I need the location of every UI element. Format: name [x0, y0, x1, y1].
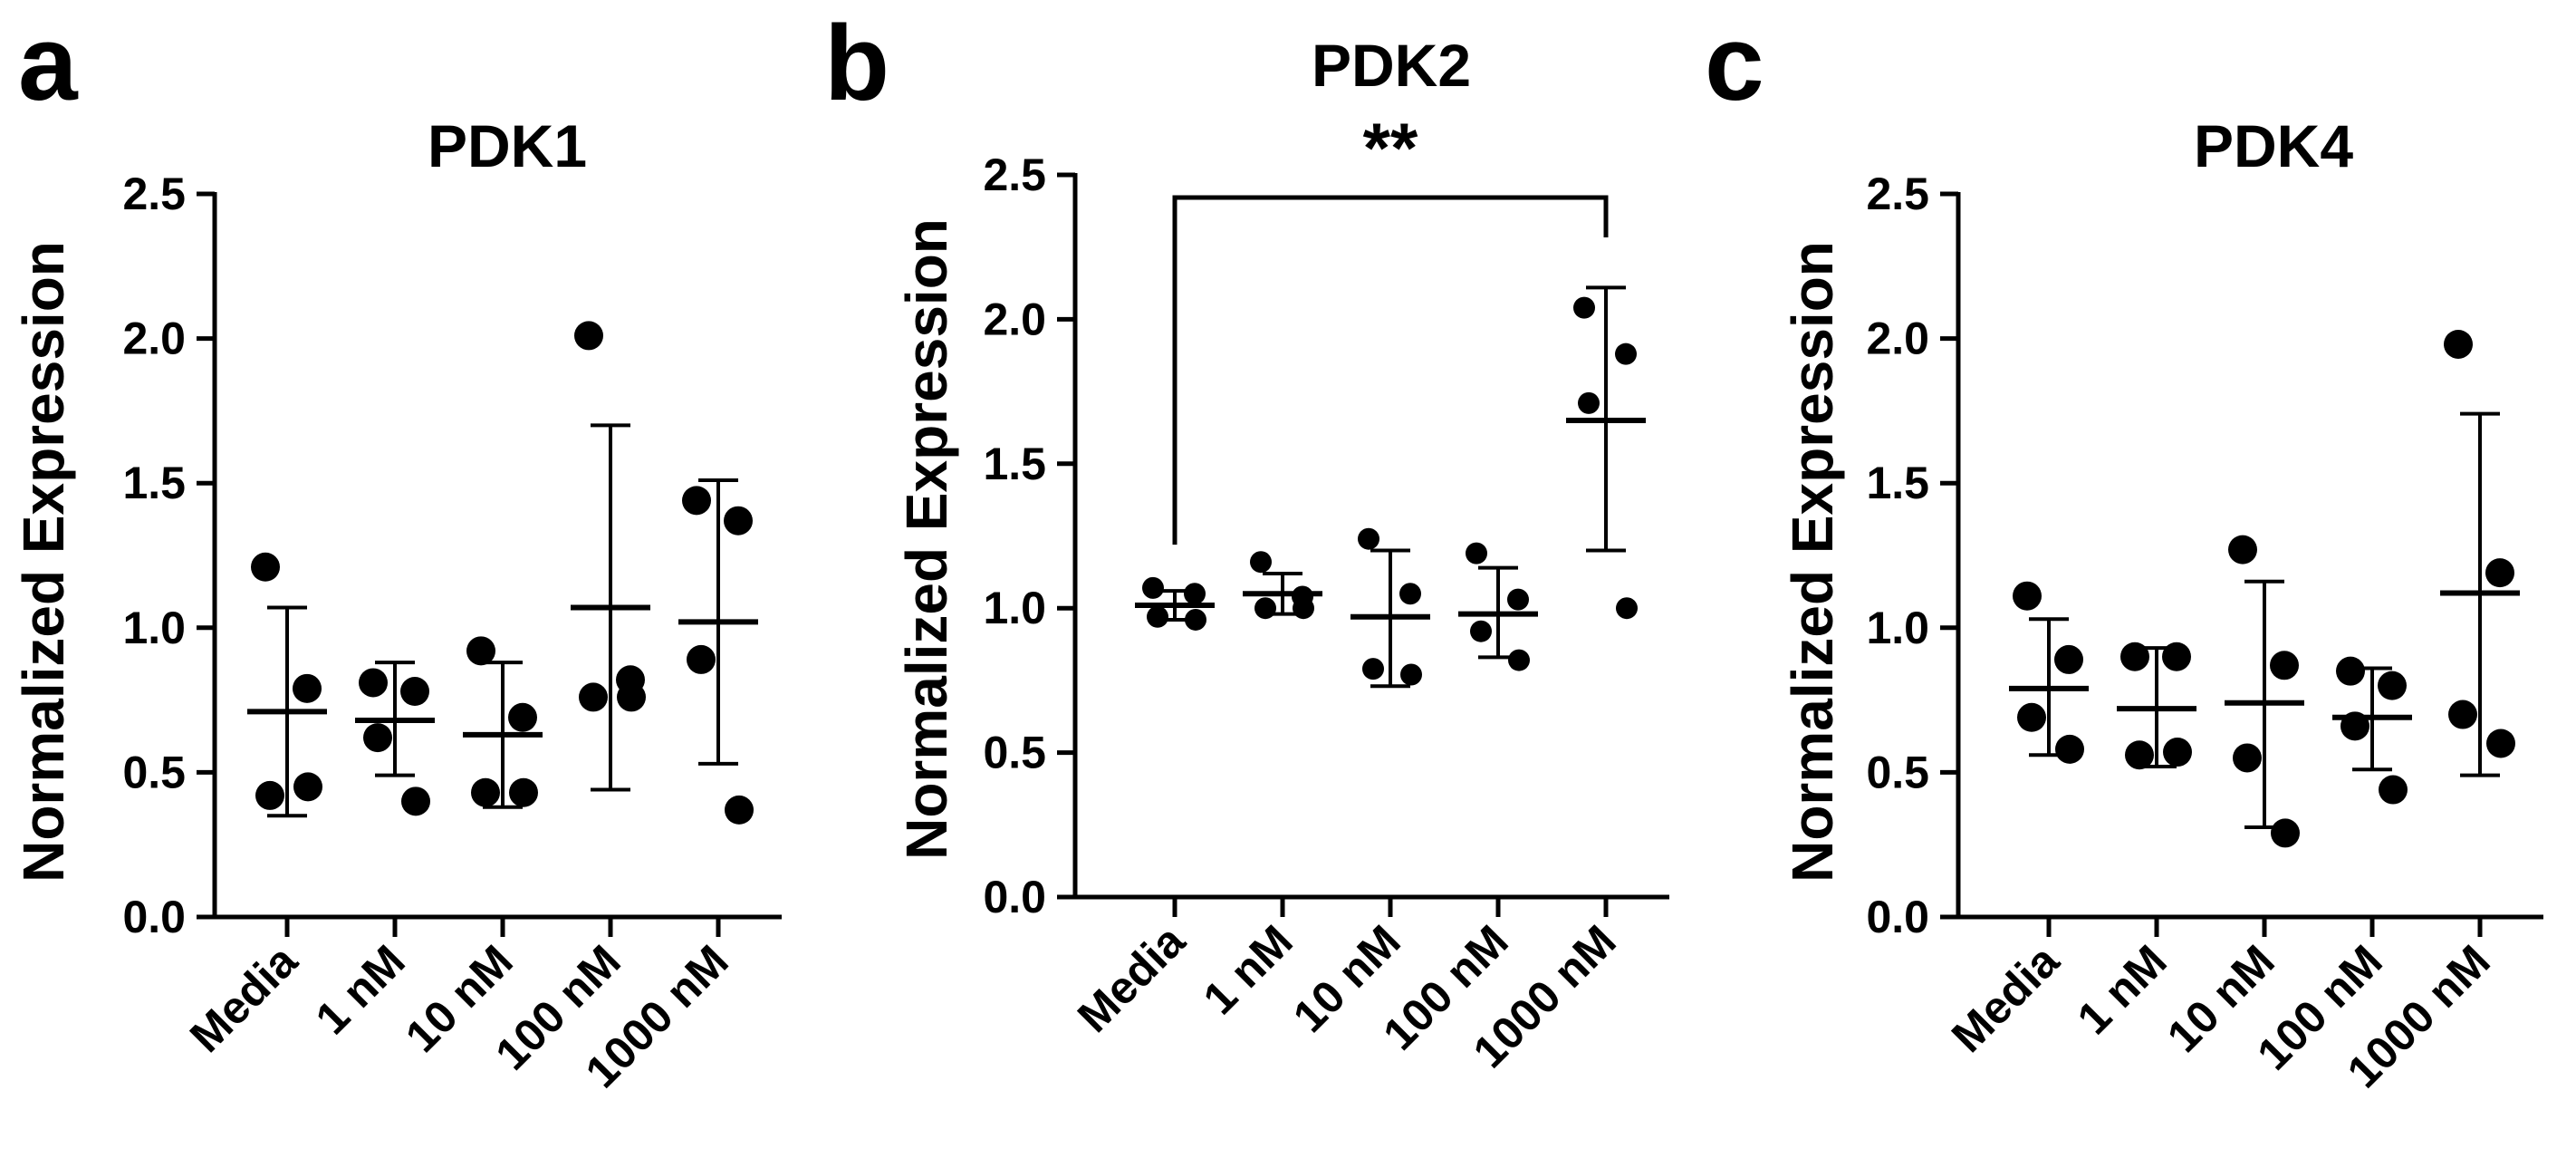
data-point [1293, 597, 1314, 620]
y-tick-label: 2.0 [122, 314, 186, 364]
y-tick-label: 0.0 [122, 892, 186, 942]
y-tick-label: 1.0 [983, 583, 1046, 633]
data-point [1470, 620, 1492, 642]
data-point [1358, 527, 1379, 550]
data-point [2055, 734, 2084, 764]
data-point [1147, 605, 1168, 628]
y-tick-label: 2.5 [983, 150, 1046, 200]
data-point [1507, 588, 1529, 611]
data-point [617, 682, 646, 712]
data-point [359, 668, 388, 698]
data-point [2228, 535, 2257, 565]
data-point [1254, 597, 1276, 620]
data-point [2444, 329, 2473, 359]
y-tick-label: 2.0 [983, 294, 1046, 344]
significance-label: ** [1363, 108, 1418, 188]
data-point [2271, 818, 2300, 848]
data-point [2336, 656, 2365, 686]
data-point [1362, 658, 1384, 680]
data-point [293, 673, 322, 703]
data-point [2120, 642, 2149, 671]
data-point [508, 702, 537, 732]
y-tick-label: 1.5 [983, 439, 1046, 489]
data-point [471, 777, 500, 807]
data-point [1573, 296, 1595, 319]
data-point [293, 772, 322, 802]
y-tick-label: 2.5 [122, 169, 186, 219]
y-axis-label: Normalized Expression [1780, 241, 1845, 883]
data-point [2125, 740, 2154, 770]
data-point [1142, 576, 1164, 599]
data-point [2163, 738, 2192, 767]
y-tick-label: 2.0 [1866, 314, 1929, 364]
data-point [2270, 651, 2299, 680]
data-point [2485, 558, 2514, 588]
y-tick-label: 2.5 [1866, 169, 1929, 219]
data-point [2162, 642, 2191, 671]
data-point [2233, 743, 2262, 773]
data-point [2017, 702, 2046, 732]
x-tick-label: Media [1068, 914, 1196, 1042]
chart-title: PDK1 [428, 112, 587, 179]
data-point [509, 777, 538, 807]
data-point [466, 636, 495, 666]
x-tick-label: Media [180, 934, 308, 1062]
panel-letter: b [824, 4, 889, 123]
y-tick-label: 0.5 [1866, 747, 1929, 797]
data-point [574, 321, 603, 351]
data-point [2378, 671, 2407, 700]
data-point [1185, 608, 1206, 631]
data-point [1508, 649, 1530, 671]
data-point [1615, 343, 1637, 365]
panel-c: c PDK4 Normalized Expression 0.0 0.5 1.0 1.… [1705, 4, 2543, 1097]
panel-b: b PDK2 Normalized Expression 0.0 0.5 1.0 1.… [824, 4, 1669, 1077]
data-point [1250, 551, 1272, 574]
panel-letter: a [18, 4, 79, 123]
significance-bracket [1172, 195, 1609, 545]
data-point [1578, 391, 1600, 414]
data-point [251, 552, 280, 582]
y-tick-label: 0.5 [983, 728, 1046, 778]
data-point [682, 486, 711, 516]
data-point [1466, 542, 1487, 565]
data-point [401, 786, 430, 816]
data-point [255, 780, 284, 810]
data-point [724, 506, 753, 536]
data-point [2054, 644, 2083, 674]
panel-letter: c [1705, 4, 1764, 123]
y-axis-label: Normalized Expression [894, 218, 959, 860]
data-point [2013, 581, 2042, 611]
data-point [400, 677, 429, 707]
data-point [1184, 583, 1206, 605]
chart-title: PDK2 [1312, 32, 1471, 99]
x-tick-label: Media [1942, 934, 2070, 1062]
data-point [2379, 775, 2408, 805]
y-tick-label: 1.5 [122, 458, 186, 508]
data-point [2341, 711, 2369, 741]
y-tick-label: 1.5 [1866, 458, 1929, 508]
y-tick-label: 0.0 [983, 872, 1046, 922]
data-point [725, 795, 754, 825]
data-point [687, 644, 716, 674]
y-tick-label: 0.0 [1866, 892, 1929, 942]
data-point [579, 682, 608, 712]
data-point [1616, 597, 1638, 620]
y-tick-label: 0.5 [122, 747, 186, 797]
chart-title: PDK4 [2194, 112, 2353, 179]
data-point [1400, 663, 1422, 686]
data-point [2448, 700, 2477, 729]
y-tick-label: 1.0 [122, 603, 186, 653]
data-point [2486, 729, 2515, 758]
y-tick-label: 1.0 [1866, 603, 1929, 653]
data-point [1399, 583, 1421, 605]
panel-a: a PDK1 Normalized Expression 0.0 0.5 1.0 1.… [11, 4, 782, 1097]
data-point [363, 723, 392, 753]
y-axis-label: Normalized Expression [11, 241, 76, 883]
